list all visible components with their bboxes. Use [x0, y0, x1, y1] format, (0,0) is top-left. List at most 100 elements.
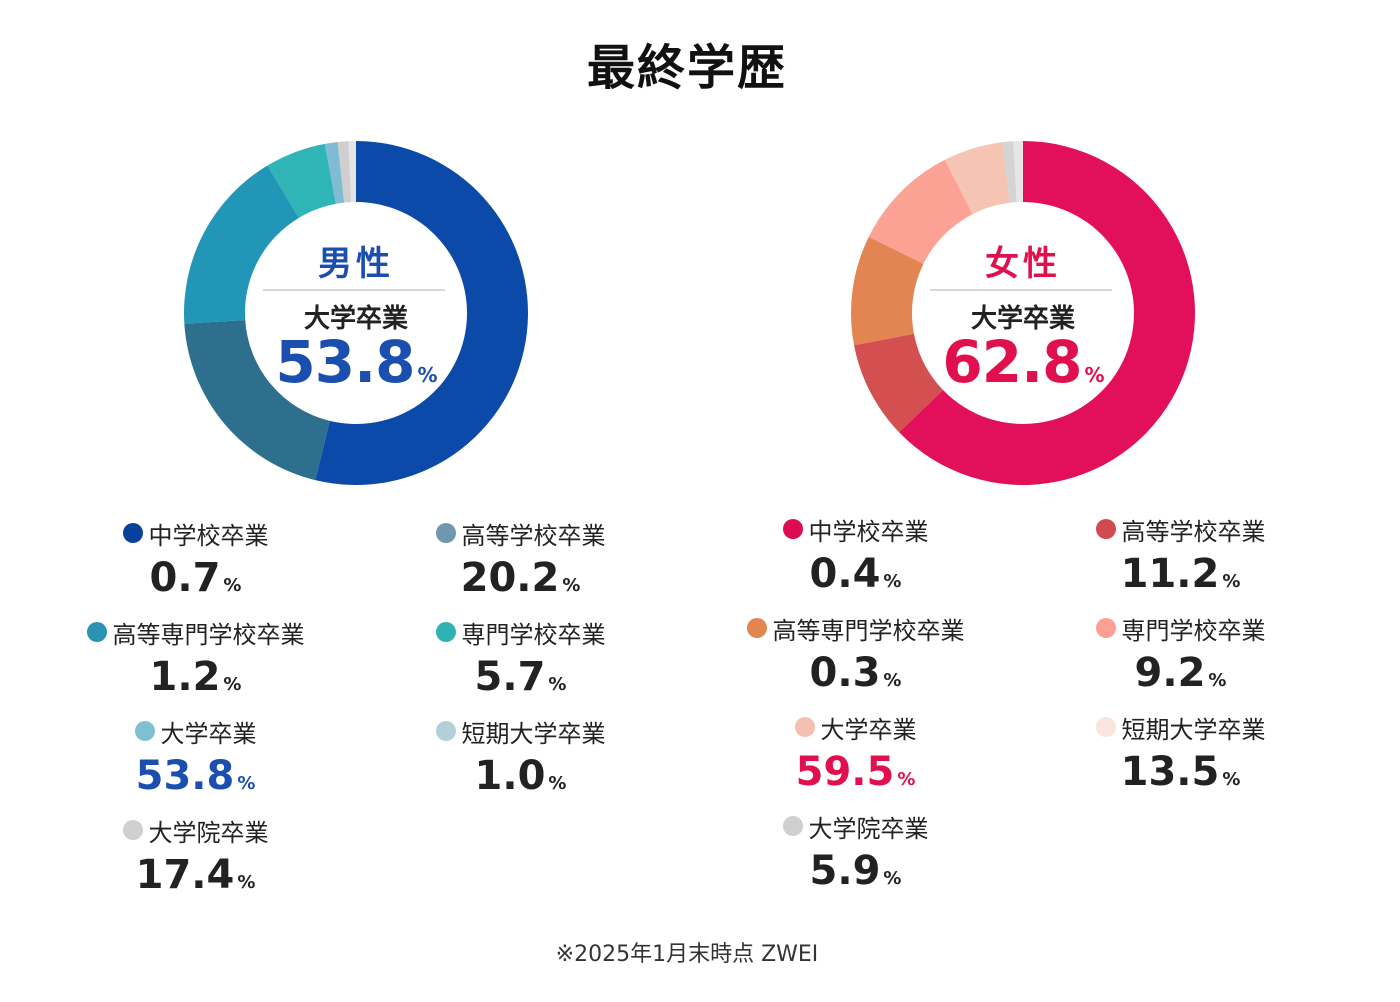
legend-label: 高等学校卒業	[1095, 512, 1266, 546]
male-center-unit: %	[417, 363, 438, 387]
female-donut-svg	[851, 141, 1195, 486]
legend-value-unit: %	[223, 674, 242, 695]
legend-item: 大学卒業 53.8%	[33, 714, 358, 813]
legend-item: 大学院卒業 17.4%	[33, 813, 358, 912]
male-legend: 中学校卒業 0.7% 高等学校卒業 20.2% 高等専門学校卒業 1.2% 専門学校卒業 5.…	[33, 516, 683, 912]
legend-value-unit: %	[548, 674, 567, 695]
donut-segment-6	[348, 141, 356, 203]
donut-segment-4	[324, 141, 345, 204]
legend-label: 中学校卒業	[122, 516, 269, 550]
male-center-value: 53.8%	[183, 328, 529, 396]
donut-segment-1	[184, 319, 330, 481]
donut-segment-0	[315, 141, 528, 486]
legend-value-number: 1.0	[474, 753, 546, 799]
legend-item: 中学校卒業 0.4%	[693, 512, 1018, 611]
legend-label-text: 専門学校卒業	[1121, 616, 1266, 645]
legend-value-number: 5.9	[809, 848, 881, 894]
legend-value-unit: %	[897, 769, 916, 790]
legend-value-unit: %	[237, 872, 256, 893]
legend-item: 短期大学卒業 13.5%	[1018, 710, 1343, 809]
legend-value: 17.4%	[33, 853, 358, 905]
legend-value-number: 13.5	[1120, 749, 1220, 795]
legend-value-unit: %	[1222, 769, 1241, 790]
legend-item: 中学校卒業 0.7%	[33, 516, 358, 615]
legend-value-unit: %	[883, 571, 902, 592]
legend-dot-icon	[782, 816, 803, 836]
legend-label-text: 高等学校卒業	[1121, 517, 1266, 546]
legend-item: 短期大学卒業 1.0%	[358, 714, 683, 813]
legend-value-number: 9.2	[1134, 650, 1206, 696]
donut-segment-3	[267, 143, 336, 218]
legend-label-text: 中学校卒業	[148, 521, 269, 550]
legend-label: 短期大学卒業	[1095, 710, 1266, 744]
legend-value: 5.9%	[693, 849, 1018, 901]
legend-label: 短期大学卒業	[435, 714, 606, 748]
legend-item: 高等専門学校卒業 0.3%	[693, 611, 1018, 710]
legend-label-text: 大学院卒業	[148, 818, 269, 847]
male-center-number: 53.8	[275, 328, 415, 396]
legend-label: 高等専門学校卒業	[86, 615, 305, 649]
legend-item: 大学院卒業 5.9%	[693, 809, 1018, 908]
legend-label-text: 高等専門学校卒業	[112, 620, 305, 649]
legend-value: 53.8%	[33, 754, 358, 806]
legend-label: 専門学校卒業	[435, 615, 606, 649]
legend-label-text: 中学校卒業	[808, 517, 929, 546]
legend-value-number: 5.7	[474, 654, 546, 700]
donut-segment-5	[337, 141, 352, 203]
legend-dot-icon	[122, 820, 143, 840]
legend-dot-icon	[134, 721, 155, 741]
female-center-number: 62.8	[942, 328, 1082, 396]
legend-value: 13.5%	[1018, 750, 1343, 802]
legend-value-number: 17.4	[135, 852, 235, 898]
legend-value-number: 20.2	[460, 555, 560, 601]
female-center-unit: %	[1084, 363, 1105, 387]
legend-label: 中学校卒業	[782, 512, 929, 546]
center-divider	[263, 289, 445, 291]
legend-value: 11.2%	[1018, 552, 1343, 604]
donut-segment-2	[184, 165, 299, 324]
legend-dot-icon	[122, 523, 143, 543]
legend-dot-icon	[794, 717, 815, 737]
legend-value-number: 11.2	[1120, 551, 1220, 597]
legend-value: 0.4%	[693, 552, 1018, 604]
legend-value-unit: %	[1222, 571, 1241, 592]
legend-value-number: 0.4	[809, 551, 881, 597]
legend-value: 20.2%	[358, 556, 683, 608]
donut-segment-0	[899, 141, 1195, 486]
male-title: 男性	[318, 244, 394, 284]
legend-value: 59.5%	[693, 750, 1018, 802]
legend-label-text: 高等学校卒業	[461, 521, 606, 550]
legend-dot-icon	[1095, 519, 1116, 539]
donut-segment-6	[1013, 141, 1023, 203]
male-donut-svg	[184, 141, 528, 486]
male-center-label: 大学卒業	[303, 304, 408, 334]
legend-label-text: 大学院卒業	[808, 814, 929, 843]
male-donut-center: 男性 大学卒業 53.8%	[183, 140, 529, 486]
legend-label: 大学院卒業	[782, 809, 929, 843]
legend-value: 9.2%	[1018, 651, 1343, 703]
legend-value-unit: %	[883, 670, 902, 691]
legend-label-text: 短期大学卒業	[461, 719, 606, 748]
legend-dot-icon	[435, 721, 456, 741]
donut-segment-2	[851, 236, 924, 346]
legend-label: 大学院卒業	[122, 813, 269, 847]
legend-value-number: 0.7	[149, 555, 221, 601]
legend-item: 専門学校卒業 5.7%	[358, 615, 683, 714]
legend-item: 高等学校卒業 11.2%	[1018, 512, 1343, 611]
legend-label: 大学卒業	[134, 714, 257, 748]
legend-value-unit: %	[883, 868, 902, 889]
female-title: 女性	[985, 244, 1061, 284]
legend-value-unit: %	[223, 575, 242, 596]
legend-value: 1.0%	[358, 754, 683, 806]
page-title: 最終学歴	[586, 40, 787, 96]
female-donut-chart: 女性 大学卒業 62.8%	[850, 140, 1196, 486]
legend-value: 5.7%	[358, 655, 683, 707]
legend-dot-icon	[1095, 717, 1116, 737]
legend-value: 0.7%	[33, 556, 358, 608]
legend-dot-icon	[1095, 618, 1116, 638]
legend-item: 専門学校卒業 9.2%	[1018, 611, 1343, 710]
legend-value-number: 53.8	[135, 753, 235, 799]
legend-label: 高等学校卒業	[435, 516, 606, 550]
donut-segment-5	[1002, 141, 1017, 203]
legend-value-number: 59.5	[795, 749, 895, 795]
